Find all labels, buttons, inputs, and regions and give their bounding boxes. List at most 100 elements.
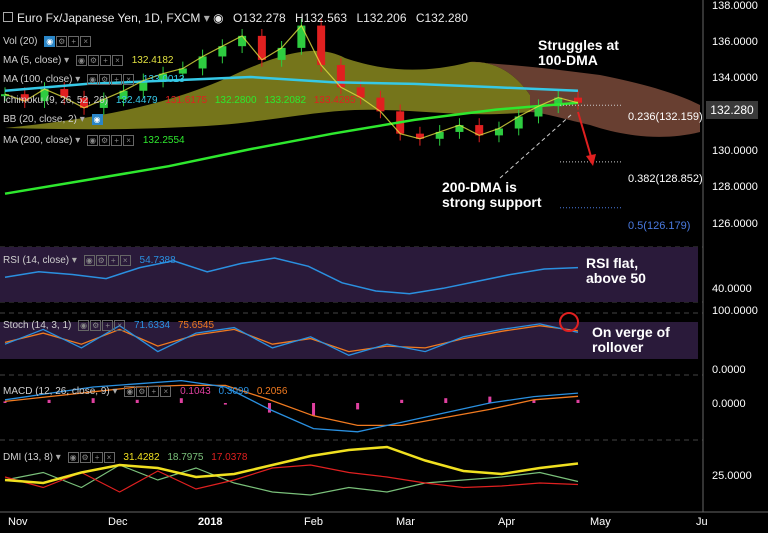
- ichimoku-v2: 131.6175: [165, 95, 208, 106]
- macd-signal-value: 0.2056: [256, 386, 288, 398]
- annotation-stoch: On verge of rollover: [592, 325, 670, 355]
- candle-body: [356, 87, 365, 98]
- add-icon[interactable]: +: [111, 135, 123, 146]
- eye-icon[interactable]: ◉: [67, 452, 79, 463]
- y-tick-label: 138.0000: [712, 0, 758, 12]
- add-icon[interactable]: +: [68, 36, 80, 47]
- y-tick-label: 0.0000: [712, 364, 746, 376]
- chevron-down-icon[interactable]: ▾: [75, 135, 81, 147]
- candle-body: [475, 125, 484, 136]
- gear-icon[interactable]: ⚙: [99, 74, 111, 85]
- close-icon[interactable]: ×: [111, 55, 123, 66]
- close-icon[interactable]: ×: [160, 386, 172, 397]
- eye-icon[interactable]: ◉: [87, 74, 99, 85]
- macd-legend[interactable]: MACD (12, 26, close, 9) ▾ ◉ ⚙ + × 0.1043 0.…: [3, 386, 287, 397]
- di-plus-line: [4, 464, 579, 496]
- candle-body: [376, 97, 385, 112]
- macd-histogram-bar: [223, 403, 227, 405]
- chevron-down-icon[interactable]: ▾: [55, 452, 61, 464]
- add-icon[interactable]: +: [91, 452, 103, 463]
- eye-icon[interactable]: ◉: [75, 55, 87, 66]
- candle-body: [218, 46, 227, 57]
- eye-icon[interactable]: ◉: [78, 320, 90, 331]
- x-tick-label: Feb: [304, 516, 323, 528]
- y-tick-label: 128.0000: [712, 181, 758, 193]
- dmi-plus-value: 18.7975: [167, 452, 204, 464]
- add-icon[interactable]: +: [99, 55, 111, 66]
- eye-icon[interactable]: ◉: [91, 114, 103, 125]
- chevron-down-icon[interactable]: ▾: [71, 255, 77, 267]
- annotation-rsi: RSI flat, above 50: [586, 256, 646, 286]
- gear-icon[interactable]: ⚙: [90, 320, 102, 331]
- eye-icon[interactable]: ◉: [213, 11, 224, 25]
- ma5-line: [4, 24, 579, 140]
- close-icon[interactable]: ×: [114, 320, 126, 331]
- close-icon[interactable]: ×: [123, 74, 135, 85]
- fib-label-05: 0.5(126.179): [628, 220, 691, 232]
- eye-icon[interactable]: ◉: [44, 36, 56, 47]
- annotation-line: above 50: [586, 270, 646, 286]
- ma200-name: MA (200, close): [3, 135, 73, 147]
- ma5-legend[interactable]: MA (5, close) ▾ ◉ ⚙ + × 132.4182: [3, 55, 173, 66]
- x-tick-label: May: [590, 516, 611, 528]
- bb-legend[interactable]: BB (20, close, 2) ▾ ◉: [3, 114, 104, 125]
- eye-icon[interactable]: ◉: [83, 255, 95, 266]
- rsi-legend[interactable]: RSI (14, close) ▾ ◉ ⚙ + × 54.7388: [3, 255, 176, 266]
- candle-body: [159, 73, 168, 81]
- eye-icon[interactable]: ◉: [124, 386, 136, 397]
- fib-label-0236: 0.236(132.159): [628, 111, 703, 123]
- close-icon[interactable]: ×: [123, 135, 135, 146]
- close-icon[interactable]: ×: [119, 255, 131, 266]
- fib-label-0382: 0.382(128.852): [628, 173, 703, 185]
- symbol-label[interactable]: Euro Fx/Japanese Yen, 1D, FXCM: [17, 11, 201, 25]
- stoch-rollover-circle: [559, 312, 579, 332]
- gear-icon[interactable]: ⚙: [95, 255, 107, 266]
- di-minus-line: [4, 464, 579, 493]
- eye-icon[interactable]: ◉: [87, 135, 99, 146]
- add-icon[interactable]: +: [111, 74, 123, 85]
- close-icon[interactable]: ×: [103, 452, 115, 463]
- gear-icon[interactable]: ⚙: [136, 386, 148, 397]
- gear-icon[interactable]: ⚙: [56, 36, 68, 47]
- gear-icon[interactable]: ⚙: [79, 452, 91, 463]
- bearish-arrowhead: [586, 154, 596, 166]
- dmi-legend[interactable]: DMI (13, 8) ▾ ◉ ⚙ + × 31.4282 18.7975 17.03…: [3, 452, 247, 463]
- bearish-arrow: [577, 111, 593, 161]
- candle-body: [415, 133, 424, 139]
- chevron-down-icon[interactable]: ▾: [75, 74, 81, 86]
- stoch-legend[interactable]: Stoch (14, 3, 1) ◉ ⚙ + × 71.6334 75.6545: [3, 320, 214, 331]
- ma5-name: MA (5, close): [3, 55, 62, 67]
- x-tick-label: Nov: [8, 516, 28, 528]
- gear-icon[interactable]: ⚙: [87, 55, 99, 66]
- close-icon[interactable]: ×: [80, 36, 92, 47]
- ma200-legend[interactable]: MA (200, close) ▾ ◉ ⚙ + × 132.2554: [3, 135, 185, 146]
- ma100-legend[interactable]: MA (100, close) ▾ ◉ ⚙ + × 133.0013: [3, 74, 185, 85]
- chevron-down-icon[interactable]: ▾: [112, 386, 118, 398]
- candle-body: [60, 89, 69, 98]
- vol-legend[interactable]: Vol (20) ◉ ⚙ + ×: [3, 36, 92, 47]
- ichimoku-legend[interactable]: Ichimoku (9, 26, 52, 26) 132.4479 131.61…: [3, 95, 356, 106]
- collapse-icon[interactable]: [3, 12, 13, 22]
- macd-histogram-bar: [312, 403, 316, 416]
- chevron-down-icon[interactable]: ▾: [79, 114, 85, 126]
- candle-body: [336, 65, 345, 88]
- candle-body: [257, 35, 266, 60]
- ichimoku-v3: 132.2800: [214, 95, 257, 106]
- macd-histogram-bar: [267, 403, 271, 413]
- chevron-down-icon[interactable]: ▾: [64, 55, 70, 67]
- stoch-name: Stoch (14, 3, 1): [3, 320, 72, 332]
- x-tick-label: Dec: [108, 516, 128, 528]
- chevron-down-icon[interactable]: ▾: [203, 11, 210, 25]
- add-icon[interactable]: +: [102, 320, 114, 331]
- candle-body: [494, 128, 503, 136]
- y-tick-label: 126.0000: [712, 218, 758, 230]
- add-icon[interactable]: +: [148, 386, 160, 397]
- add-icon[interactable]: +: [107, 255, 119, 266]
- ichimoku-v4: 133.2082: [264, 95, 307, 106]
- chart-title: Euro Fx/Japanese Yen, 1D, FXCM ▾ ◉ O132.…: [3, 11, 468, 25]
- gear-icon[interactable]: ⚙: [99, 135, 111, 146]
- stoch-k-line: [4, 323, 579, 356]
- macd-histogram-bar: [179, 398, 183, 403]
- annotation-line: 100-DMA: [538, 52, 598, 68]
